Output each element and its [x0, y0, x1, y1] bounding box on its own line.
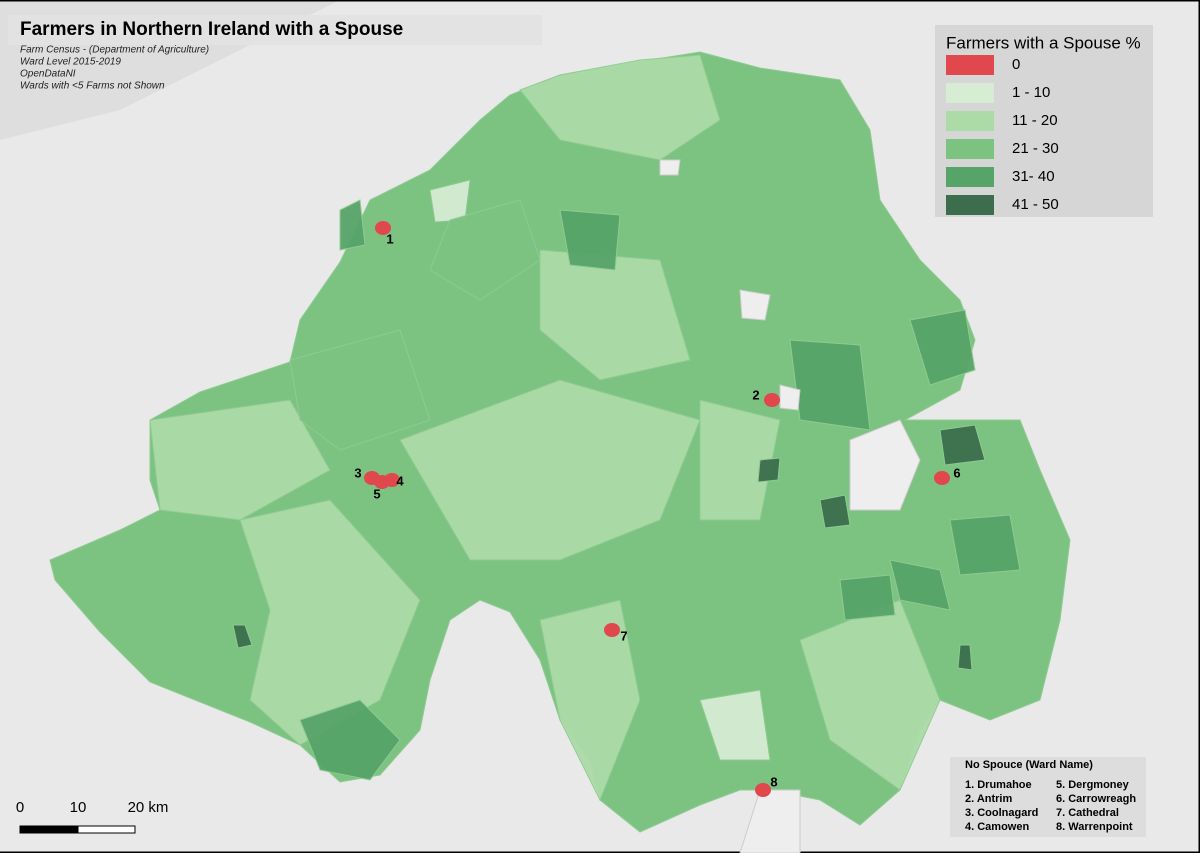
region: [819, 494, 851, 529]
scale-segment: [77, 825, 136, 834]
legend-label: 21 - 30: [1012, 140, 1059, 157]
region: [757, 457, 781, 483]
map-title: Farmers in Northern Ireland with a Spous…: [20, 19, 403, 40]
ward-name: 8. Warrenpoint: [1056, 821, 1133, 833]
legend-title: Farmers with a Spouse %: [946, 33, 1141, 52]
legend-swatch: [946, 167, 994, 187]
region: [699, 399, 781, 521]
ward-marker-label: 1: [386, 231, 393, 246]
legend-swatch: [946, 55, 994, 75]
note: Farm Census - (Department of Agriculture…: [20, 45, 209, 56]
region: [889, 559, 951, 611]
note: OpenDataNI: [20, 69, 76, 80]
legend-swatch: [946, 111, 994, 131]
legend: 0 1 - 10 11 - 20 21 - 30 31- 40 41 - 50: [946, 55, 1059, 215]
region: [939, 424, 986, 466]
region: [539, 599, 641, 802]
ward-name: 4. Camowen: [965, 821, 1029, 833]
ward-marker-label: 4: [396, 473, 404, 488]
ward-marker-label: 5: [373, 486, 380, 501]
region: [519, 54, 721, 161]
region: [399, 379, 701, 561]
region: [839, 574, 896, 621]
ward-list: 1. Drumahoe 2. Antrim 3. Coolnagard 4. Camo…: [965, 779, 1136, 833]
region: [429, 199, 541, 301]
region: [299, 699, 401, 781]
legend-swatch: [946, 195, 994, 215]
region: [289, 329, 431, 451]
ward-name: 5. Dergmoney: [1056, 779, 1130, 791]
region: [539, 249, 691, 381]
zero-ward: [374, 475, 390, 489]
legend-label: 0: [1012, 56, 1020, 73]
ward-name: 3. Coolnagard: [965, 807, 1038, 819]
ward-list-box: [950, 757, 1146, 837]
zero-ward: [755, 783, 771, 797]
region: [559, 209, 621, 271]
region: [339, 199, 366, 251]
no-data-area: [739, 789, 801, 853]
no-data-area: [739, 289, 771, 321]
scale-label: 0: [16, 799, 24, 816]
no-data-area: [659, 159, 681, 176]
scale-label: 10: [70, 799, 87, 816]
note: Ward Level 2015-2019: [20, 57, 121, 68]
map-layer: 1 2 3 4 5 6 7 8: [49, 51, 1071, 853]
legend-label: 11 - 20: [1012, 112, 1058, 129]
ward-marker-label: 8: [770, 774, 777, 789]
ward-name: 6. Carrowreagh: [1056, 793, 1136, 805]
region: [149, 399, 331, 521]
region: [949, 514, 1021, 576]
zero-ward: [375, 221, 391, 235]
ward-name: 1. Drumahoe: [965, 779, 1032, 791]
region: [232, 624, 253, 649]
ward-name: 7. Cathedral: [1056, 807, 1119, 819]
no-data-area: [779, 384, 801, 411]
ward-marker-label: 3: [354, 465, 361, 480]
ward-marker-label: 6: [953, 465, 960, 480]
region: [789, 339, 871, 431]
ward-name: 2. Antrim: [965, 793, 1012, 805]
ward-marker-label: 7: [620, 628, 627, 643]
legend-label: 31- 40: [1012, 168, 1055, 185]
zero-ward: [934, 471, 950, 485]
ward-list-title: No Spouce (Ward Name): [965, 759, 1093, 771]
region: [909, 309, 976, 386]
legend-label: 1 - 10: [1012, 84, 1050, 101]
zero-ward: [764, 393, 780, 407]
region: [699, 689, 771, 761]
legend-swatch: [946, 83, 994, 103]
scale-bar: 0 10 20 km: [16, 799, 169, 834]
ward-marker-label: 2: [752, 387, 759, 402]
note: Wards with <5 Farms not Shown: [20, 81, 165, 92]
scale-label: 20 km: [128, 799, 169, 816]
no-data-area: [849, 419, 921, 511]
region: [957, 644, 973, 671]
legend-label: 41 - 50: [1012, 196, 1059, 213]
scale-segment: [19, 825, 79, 834]
legend-swatch: [946, 139, 994, 159]
zero-ward: [604, 623, 620, 637]
title-box: [8, 15, 542, 45]
